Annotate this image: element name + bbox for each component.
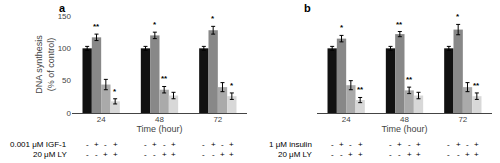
svg-text:-: - (408, 140, 411, 149)
svg-text:+: + (474, 140, 479, 149)
svg-text:*: * (211, 14, 215, 23)
svg-text:100: 100 (58, 44, 72, 53)
svg-text:-: - (212, 150, 215, 159)
svg-text:20 μM LY: 20 μM LY (33, 150, 67, 159)
svg-text:+: + (358, 140, 363, 149)
svg-text:0.001 μM IGF-1: 0.001 μM IGF-1 (10, 140, 67, 149)
svg-text:-: - (221, 140, 224, 149)
svg-text:+: + (94, 140, 99, 149)
svg-text:-: - (447, 150, 450, 159)
svg-text:-: - (331, 140, 334, 149)
svg-text:+: + (465, 150, 470, 159)
svg-text:+: + (416, 150, 421, 159)
svg-text:72: 72 (458, 115, 467, 124)
svg-text:**: ** (396, 20, 403, 29)
svg-text:*: * (456, 12, 460, 21)
svg-text:a: a (59, 2, 66, 14)
svg-text:72: 72 (213, 115, 222, 124)
svg-text:+: + (407, 150, 412, 159)
svg-text:20 μM LY: 20 μM LY (278, 150, 312, 159)
svg-text:-: - (398, 150, 401, 159)
svg-text:+: + (220, 150, 225, 159)
svg-text:1 μM insulin: 1 μM insulin (269, 140, 312, 149)
svg-text:-: - (447, 140, 450, 149)
svg-text:+: + (358, 150, 363, 159)
svg-text:-: - (95, 150, 98, 159)
svg-text:0: 0 (67, 109, 72, 118)
svg-text:-: - (457, 150, 460, 159)
svg-text:+: + (416, 140, 421, 149)
svg-text:b: b (304, 2, 311, 14)
svg-text:-: - (340, 150, 343, 159)
svg-text:+: + (339, 140, 344, 149)
svg-text:*: * (230, 81, 234, 90)
svg-text:-: - (389, 140, 392, 149)
svg-text:+: + (171, 140, 176, 149)
svg-text:**: ** (161, 74, 168, 83)
svg-text:*: * (153, 20, 157, 29)
svg-text:+: + (229, 150, 234, 159)
svg-text:48: 48 (155, 115, 164, 124)
svg-text:+: + (113, 150, 118, 159)
svg-text:+: + (397, 140, 402, 149)
svg-text:*: * (113, 87, 117, 96)
svg-text:150: 150 (58, 12, 72, 21)
svg-text:-: - (86, 150, 89, 159)
svg-text:-: - (144, 150, 147, 159)
svg-text:-: - (466, 140, 469, 149)
svg-text:+: + (162, 150, 167, 159)
svg-text:Time (hour): Time (hour) (381, 124, 427, 134)
svg-text:+: + (456, 140, 461, 149)
svg-text:+: + (474, 150, 479, 159)
svg-text:+: + (211, 140, 216, 149)
svg-text:-: - (349, 140, 352, 149)
svg-text:-: - (163, 140, 166, 149)
svg-text:+: + (103, 150, 108, 159)
svg-text:50: 50 (62, 76, 71, 85)
svg-text:24: 24 (342, 115, 351, 124)
svg-text:+: + (348, 150, 353, 159)
svg-text:-: - (331, 150, 334, 159)
svg-text:**: ** (93, 22, 100, 31)
svg-text:+: + (113, 140, 118, 149)
svg-text:*: * (340, 23, 344, 32)
svg-text:-: - (389, 150, 392, 159)
svg-text:-: - (153, 150, 156, 159)
svg-text:-: - (86, 140, 89, 149)
svg-text:Time (hour): Time (hour) (136, 124, 182, 134)
svg-text:-: - (202, 140, 205, 149)
svg-text:+: + (171, 150, 176, 159)
svg-text:-: - (104, 140, 107, 149)
svg-text:-: - (202, 150, 205, 159)
svg-text:**: ** (406, 75, 413, 84)
svg-text:+: + (152, 140, 157, 149)
svg-text:48: 48 (400, 115, 409, 124)
svg-text:**: ** (473, 81, 480, 90)
svg-text:-: - (144, 140, 147, 149)
svg-text:DNA synthesis(% of control): DNA synthesis(% of control) (34, 35, 56, 94)
svg-text:24: 24 (97, 115, 106, 124)
svg-text:**: ** (357, 85, 364, 94)
svg-text:+: + (229, 140, 234, 149)
